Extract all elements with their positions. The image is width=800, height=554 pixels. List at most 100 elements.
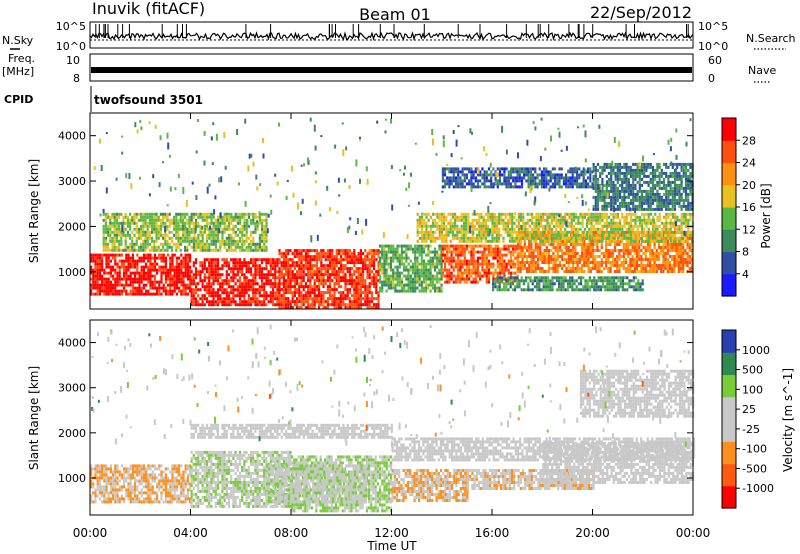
heatmap-cell xyxy=(647,233,650,237)
heatmap-cell xyxy=(342,270,345,274)
heatmap-cell xyxy=(118,265,121,269)
heatmap-cell xyxy=(438,233,441,237)
heatmap-cell xyxy=(569,267,573,270)
heatmap-cell xyxy=(662,246,665,249)
heatmap-cell xyxy=(225,212,228,216)
heatmap-cell xyxy=(619,218,622,222)
heatmap-cell xyxy=(175,221,178,225)
heatmap-cell xyxy=(228,218,231,222)
heatmap-cell xyxy=(436,212,439,216)
heatmap-cell xyxy=(169,280,172,284)
heatmap-cell xyxy=(186,259,189,263)
heatmap-cell xyxy=(505,247,508,251)
heatmap-cell xyxy=(344,297,347,301)
heatmap-cell xyxy=(597,236,600,240)
heatmap-cell xyxy=(443,227,446,231)
heatmap-cell xyxy=(236,239,239,243)
heatmap-cell xyxy=(440,212,443,216)
heatmap-cell xyxy=(616,227,619,231)
heatmap-cell xyxy=(370,264,373,268)
heatmap-cell xyxy=(153,242,156,246)
heatmap-cell xyxy=(118,271,121,275)
heatmap-cell xyxy=(342,267,345,271)
heatmap-cell xyxy=(223,215,226,219)
heatmap-cell xyxy=(649,255,652,258)
heatmap-cell xyxy=(532,264,535,267)
heatmap-cell xyxy=(553,224,556,228)
heatmap-cell xyxy=(293,282,296,286)
heatmap-cell xyxy=(158,286,161,290)
heatmap-cell xyxy=(552,261,555,264)
heatmap-cell xyxy=(359,297,362,301)
heatmap-cell xyxy=(666,270,669,273)
heatmap-cell xyxy=(258,267,261,271)
heatmap-cell xyxy=(605,218,608,222)
heatmap-cell xyxy=(101,259,104,263)
heatmap-cell xyxy=(112,268,115,272)
heatmap-cell xyxy=(169,277,172,281)
heatmap-cell xyxy=(662,267,665,270)
heatmap-cell xyxy=(304,249,307,253)
heatmap-cell xyxy=(230,218,233,222)
heatmap-cell xyxy=(199,212,202,216)
heatmap-cell xyxy=(223,221,226,225)
heatmap-cell xyxy=(109,218,112,222)
heatmap-cell xyxy=(601,239,604,243)
heatmap-cell xyxy=(535,236,538,240)
heatmap-cell xyxy=(199,303,202,307)
heatmap-cell xyxy=(624,267,628,270)
heatmap-cell xyxy=(136,271,139,275)
heatmap-cell xyxy=(405,277,408,281)
heatmap-cell xyxy=(126,221,129,225)
heatmap-cell xyxy=(505,265,508,269)
heatmap-cell xyxy=(507,247,510,251)
heatmap-cell xyxy=(123,271,126,275)
heatmap-cell xyxy=(302,279,305,283)
heatmap-cell xyxy=(425,236,428,240)
heatmap-cell xyxy=(134,280,137,284)
heatmap-cell xyxy=(186,274,189,278)
heatmap-cell xyxy=(129,224,132,228)
heatmap-cell xyxy=(112,283,115,287)
heatmap-cell xyxy=(300,267,303,271)
heatmap-cell xyxy=(184,283,187,287)
heatmap-cell xyxy=(192,264,195,268)
heatmap-cell xyxy=(492,274,495,278)
heatmap-cell xyxy=(643,227,646,231)
heatmap-cell xyxy=(662,252,665,255)
heatmap-cell xyxy=(445,227,448,231)
heatmap-cell xyxy=(623,215,626,219)
heatmap-cell xyxy=(230,258,233,262)
heatmap-cell xyxy=(182,271,185,275)
heatmap-cell xyxy=(260,258,264,262)
heatmap-cell xyxy=(636,236,639,240)
heatmap-cell xyxy=(535,218,538,222)
heatmap-cell xyxy=(429,230,432,234)
heatmap-cell xyxy=(420,268,423,272)
heatmap-cell xyxy=(186,221,189,225)
heatmap-cell xyxy=(576,243,579,246)
heatmap-cell xyxy=(616,258,619,261)
heatmap-cell xyxy=(468,262,471,266)
heatmap-cell xyxy=(682,261,685,264)
heatmap-cell xyxy=(175,218,178,222)
heatmap-cell xyxy=(610,239,613,243)
heatmap-cell xyxy=(208,264,211,268)
heatmap-cell xyxy=(506,221,509,225)
heatmap-cell xyxy=(115,230,118,234)
heatmap-cell xyxy=(539,215,542,219)
heatmap-cell xyxy=(230,267,233,271)
heatmap-cell xyxy=(252,297,255,301)
heatmap-cell xyxy=(135,224,138,228)
heatmap-cell xyxy=(353,303,356,307)
heatmap-cell xyxy=(387,247,390,251)
heatmap-cell xyxy=(673,270,676,273)
heatmap-cell xyxy=(307,261,310,265)
heatmap-cell xyxy=(318,303,321,307)
heatmap-cell xyxy=(318,276,321,280)
heatmap-cell xyxy=(668,264,672,267)
heatmap-cell xyxy=(320,297,323,301)
heatmap-cell xyxy=(553,236,556,240)
heatmap-cell xyxy=(570,212,573,216)
heatmap-cell xyxy=(190,276,193,280)
